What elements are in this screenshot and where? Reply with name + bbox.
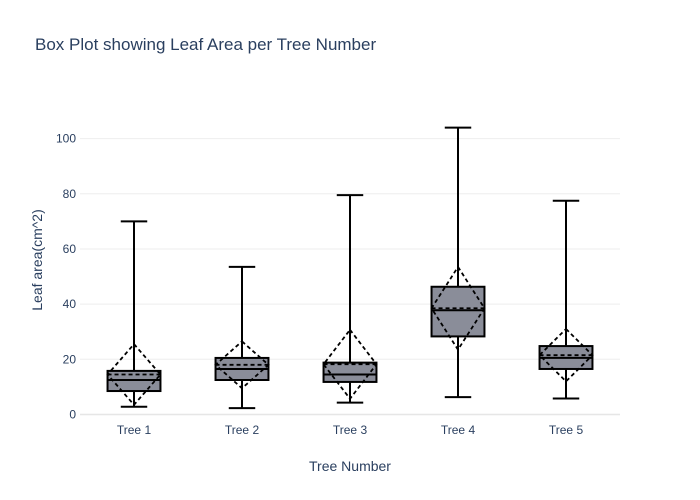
box-series <box>106 126 594 410</box>
y-tick-label: 0 <box>69 407 76 421</box>
box-2 <box>214 265 270 410</box>
y-tick-label: 40 <box>63 297 77 311</box>
box-1 <box>106 220 162 408</box>
sd-diamond <box>106 342 162 407</box>
y-tick-label: 60 <box>63 242 77 256</box>
box-iqr <box>430 285 486 338</box>
x-tick-label: Tree 1 <box>117 423 152 437</box>
x-tick-label: Tree 5 <box>549 423 584 437</box>
x-axis-ticks: Tree 1 Tree 2 Tree 3 Tree 4 Tree 5 <box>117 423 584 437</box>
sd-diamond <box>214 340 270 390</box>
x-tick-label: Tree 4 <box>441 423 476 437</box>
y-axis-ticks: 0 20 40 60 80 100 <box>56 132 76 422</box>
y-axis-title: Leaf area(cm^2) <box>29 209 45 311</box>
x-axis-title: Tree Number <box>309 458 391 474</box>
chart-title: Box Plot showing Leaf Area per Tree Numb… <box>35 35 376 54</box>
y-tick-label: 100 <box>56 132 76 146</box>
x-tick-label: Tree 3 <box>333 423 368 437</box>
y-tick-label: 80 <box>63 187 77 201</box>
box-iqr <box>322 361 378 383</box>
y-tick-label: 20 <box>63 352 77 366</box>
box-4 <box>430 126 486 399</box>
sd-diamond <box>538 327 594 383</box>
box-3 <box>322 194 378 404</box>
box-5 <box>538 199 594 400</box>
sd-diamond <box>430 265 486 352</box>
x-tick-label: Tree 2 <box>225 423 260 437</box>
sd-diamond <box>322 328 378 401</box>
